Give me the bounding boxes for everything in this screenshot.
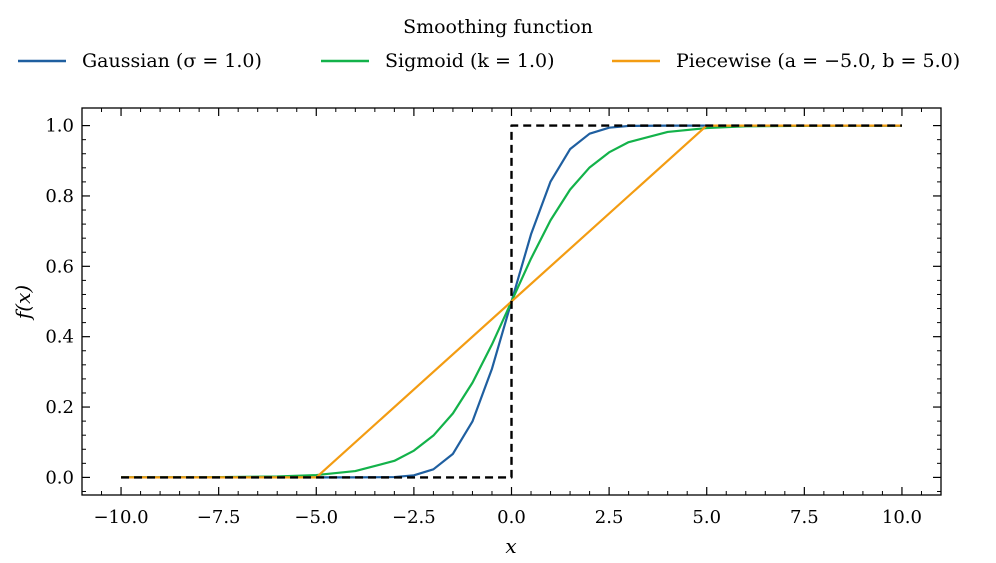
series-line-step (121, 124, 902, 479)
y-tick-label: 1.0 (45, 116, 74, 137)
legend: Smoothing function Gaussian (σ = 1.0) Sig… (18, 16, 960, 72)
legend-label-3: Piecewise (a = −5.0, b = 5.0) (676, 50, 960, 72)
y-tick-label: 0.2 (45, 397, 74, 418)
y-tick-label: 0.8 (45, 186, 74, 207)
y-tick-label: 0.0 (45, 467, 74, 488)
y-tick-label: 0.4 (45, 327, 74, 348)
y-tick-label: 0.6 (45, 256, 74, 277)
legend-items: Gaussian (σ = 1.0) Sigmoid (k = 1.0) Piece… (18, 50, 960, 72)
x-tick-label: −2.5 (392, 507, 436, 528)
y-axis-label: f(x) (11, 285, 35, 321)
x-tick-label: 2.5 (595, 507, 624, 528)
x-tick-label: −10.0 (93, 507, 148, 528)
plot-area: −10.0 −7.5 −5.0 −2.5 0.0 2.5 5.0 7.5 10.0 0.0 0.2 0… (45, 107, 942, 528)
x-tick-label: −5.0 (294, 507, 338, 528)
x-tick-label: 5.0 (692, 507, 721, 528)
legend-label-1: Gaussian (σ = 1.0) (82, 50, 262, 72)
x-tick-label: −7.5 (197, 507, 241, 528)
x-tick-label: 7.5 (790, 507, 819, 528)
legend-label-2: Sigmoid (k = 1.0) (385, 50, 555, 72)
x-axis-label: x (505, 534, 516, 558)
x-tick-label: 10.0 (882, 507, 922, 528)
legend-title: Smoothing function (403, 16, 593, 38)
x-tick-label: 0.0 (497, 507, 526, 528)
